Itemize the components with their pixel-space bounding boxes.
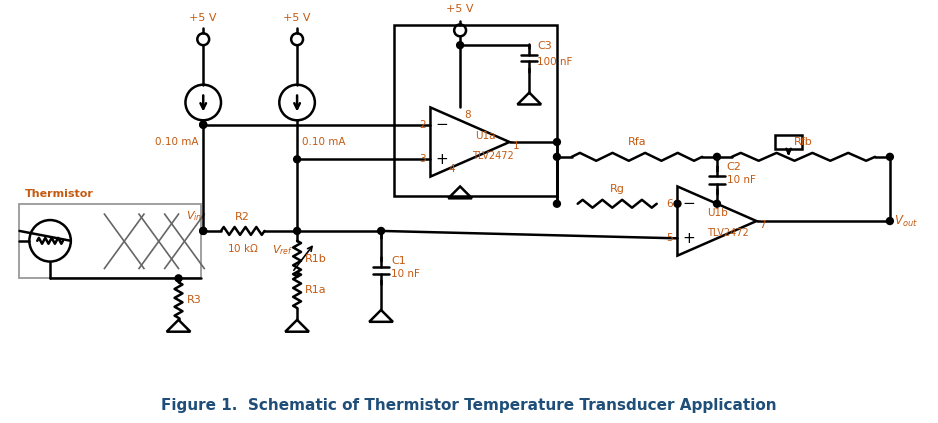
Circle shape — [714, 154, 720, 160]
Text: +: + — [435, 152, 448, 167]
Text: TLV2472: TLV2472 — [707, 228, 749, 238]
Text: +5 V: +5 V — [283, 14, 310, 23]
Text: $V_{out}$: $V_{out}$ — [894, 214, 917, 228]
Text: R3: R3 — [187, 295, 201, 305]
Text: 5: 5 — [666, 233, 673, 243]
Text: −: − — [683, 196, 695, 211]
Circle shape — [294, 228, 300, 234]
Text: 4: 4 — [448, 164, 455, 174]
Text: $V_{in}$: $V_{in}$ — [186, 209, 203, 223]
Bar — [775, 135, 802, 149]
Circle shape — [886, 154, 893, 160]
Text: R2: R2 — [235, 212, 250, 222]
Text: −: − — [435, 117, 448, 132]
Circle shape — [294, 156, 300, 163]
Circle shape — [674, 201, 681, 207]
Circle shape — [553, 139, 560, 146]
Text: $V_{ref}$: $V_{ref}$ — [272, 243, 294, 257]
Text: +: + — [683, 231, 695, 246]
Text: 0.10 mA: 0.10 mA — [302, 137, 345, 147]
Circle shape — [457, 42, 463, 49]
Circle shape — [200, 228, 206, 234]
Text: Rfb: Rfb — [794, 137, 813, 147]
Text: 0.10 mA: 0.10 mA — [155, 137, 198, 147]
Circle shape — [714, 201, 720, 207]
Text: Rg: Rg — [610, 184, 625, 194]
Circle shape — [553, 154, 560, 160]
Text: +5 V: +5 V — [189, 14, 217, 23]
Bar — [20, 204, 202, 278]
Text: 7: 7 — [760, 220, 766, 230]
Text: Thermistor: Thermistor — [24, 190, 93, 199]
Text: 100 nF: 100 nF — [537, 57, 572, 67]
Text: 8: 8 — [464, 110, 471, 120]
Text: 10 nF: 10 nF — [391, 269, 420, 280]
Text: R1b: R1b — [305, 254, 326, 264]
Text: 2: 2 — [419, 120, 426, 130]
Text: TLV2472: TLV2472 — [472, 151, 514, 161]
Text: Figure 1.  Schematic of Thermistor Temperature Transducer Application: Figure 1. Schematic of Thermistor Temper… — [161, 398, 777, 413]
Text: U1b: U1b — [707, 208, 728, 218]
Text: C3: C3 — [537, 41, 552, 51]
Text: 1: 1 — [512, 141, 519, 151]
Text: R1a: R1a — [305, 285, 326, 295]
Text: +5 V: +5 V — [446, 3, 474, 14]
Circle shape — [378, 228, 385, 234]
Text: 10 nF: 10 nF — [727, 175, 756, 184]
Text: 6: 6 — [666, 199, 673, 209]
Text: 10 k$\Omega$: 10 k$\Omega$ — [227, 242, 259, 254]
Circle shape — [200, 121, 206, 128]
Text: 3: 3 — [419, 154, 426, 164]
Circle shape — [200, 121, 206, 128]
Circle shape — [200, 228, 206, 234]
Circle shape — [886, 217, 893, 225]
Text: C1: C1 — [391, 255, 406, 266]
Text: U1a: U1a — [475, 131, 495, 141]
Text: C2: C2 — [727, 162, 742, 172]
Circle shape — [175, 275, 182, 282]
Text: Rfa: Rfa — [628, 137, 646, 147]
Bar — [394, 25, 557, 196]
Circle shape — [553, 201, 560, 207]
